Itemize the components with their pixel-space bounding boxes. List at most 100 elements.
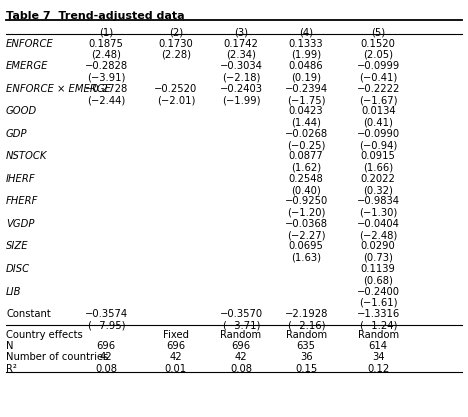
Text: (−0.25): (−0.25) (287, 140, 325, 150)
Text: (−1.20): (−1.20) (287, 208, 325, 218)
Text: −0.2520: −0.2520 (154, 84, 197, 94)
Text: −0.0999: −0.0999 (357, 61, 400, 71)
Text: 42: 42 (169, 352, 182, 362)
Text: IHERF: IHERF (6, 174, 36, 184)
Text: FHERF: FHERF (6, 196, 38, 206)
Text: (0.32): (0.32) (363, 185, 393, 195)
Text: 696: 696 (96, 341, 116, 351)
Text: −0.2728: −0.2728 (84, 84, 128, 94)
Text: 0.1730: 0.1730 (159, 39, 193, 49)
Text: (0.40): (0.40) (291, 185, 321, 195)
Text: −0.3574: −0.3574 (85, 309, 128, 319)
Text: (−1.99): (−1.99) (222, 95, 260, 105)
Text: (−1.61): (−1.61) (359, 298, 397, 308)
Text: −1.3316: −1.3316 (357, 309, 400, 319)
Text: GDP: GDP (6, 129, 28, 139)
Text: (5): (5) (371, 27, 385, 37)
Text: Constant: Constant (6, 309, 51, 319)
Text: SIZE: SIZE (6, 241, 29, 251)
Text: (−1.24): (−1.24) (359, 320, 397, 330)
Text: (−3.71): (−3.71) (222, 320, 260, 330)
Text: (1.99): (1.99) (291, 50, 321, 60)
Text: −0.0268: −0.0268 (285, 129, 328, 139)
Text: (1): (1) (99, 27, 113, 37)
Text: −0.3570: −0.3570 (219, 309, 263, 319)
Text: (−0.94): (−0.94) (359, 140, 397, 150)
Text: 42: 42 (100, 352, 112, 362)
Text: (2): (2) (169, 27, 183, 37)
Text: −0.2394: −0.2394 (285, 84, 328, 94)
Text: 0.0423: 0.0423 (289, 106, 323, 116)
Text: −0.3034: −0.3034 (219, 61, 263, 71)
Text: ENFORCE: ENFORCE (6, 39, 54, 49)
Text: (−7.95): (−7.95) (87, 320, 125, 330)
Text: (−2.18): (−2.18) (222, 73, 260, 83)
Text: 0.1875: 0.1875 (88, 39, 124, 49)
Text: 34: 34 (372, 352, 385, 362)
Text: −0.9834: −0.9834 (357, 196, 400, 206)
Text: (1.62): (1.62) (291, 163, 321, 173)
Text: (−2.01): (−2.01) (157, 95, 195, 105)
Text: GOOD: GOOD (6, 106, 37, 116)
Text: LIB: LIB (6, 286, 22, 296)
Text: VGDP: VGDP (6, 219, 35, 229)
Text: NSTOCK: NSTOCK (6, 151, 47, 161)
Text: (−2.27): (−2.27) (287, 230, 325, 240)
Text: 0.0877: 0.0877 (289, 151, 323, 161)
Text: (−1.75): (−1.75) (287, 95, 325, 105)
Text: 0.2022: 0.2022 (361, 174, 395, 184)
Text: Random: Random (285, 330, 327, 340)
Text: 36: 36 (300, 352, 313, 362)
Text: 0.0134: 0.0134 (361, 106, 395, 116)
Text: 0.1520: 0.1520 (361, 39, 395, 49)
Text: 0.2548: 0.2548 (289, 174, 323, 184)
Text: 0.1742: 0.1742 (224, 39, 258, 49)
Text: (2.48): (2.48) (91, 50, 121, 60)
Text: (0.68): (0.68) (363, 275, 393, 285)
Text: 0.12: 0.12 (367, 364, 389, 374)
Text: 0.08: 0.08 (95, 364, 117, 374)
Text: Random: Random (358, 330, 399, 340)
Text: −0.9250: −0.9250 (285, 196, 328, 206)
Text: (−2.48): (−2.48) (359, 230, 397, 240)
Text: Table 7  Trend-adjusted data: Table 7 Trend-adjusted data (6, 10, 185, 20)
Text: (4): (4) (299, 27, 313, 37)
Text: (−1.30): (−1.30) (359, 208, 397, 218)
Text: Random: Random (220, 330, 262, 340)
Text: (0.73): (0.73) (363, 253, 393, 263)
Text: 0.0695: 0.0695 (289, 241, 323, 251)
Text: R²: R² (6, 364, 17, 374)
Text: Number of countries: Number of countries (6, 352, 109, 362)
Text: −0.2222: −0.2222 (357, 84, 400, 94)
Text: 0.0915: 0.0915 (361, 151, 395, 161)
Text: (2.28): (2.28) (161, 50, 191, 60)
Text: ENFORCE × EMERGE: ENFORCE × EMERGE (6, 84, 111, 94)
Text: −0.0368: −0.0368 (285, 219, 328, 229)
Text: (−2.44): (−2.44) (87, 95, 125, 105)
Text: 635: 635 (297, 341, 315, 351)
Text: Country effects: Country effects (6, 330, 83, 340)
Text: 0.1333: 0.1333 (289, 39, 323, 49)
Text: N: N (6, 341, 14, 351)
Text: −0.2828: −0.2828 (85, 61, 128, 71)
Text: (−2.16): (−2.16) (287, 320, 325, 330)
Text: 0.0486: 0.0486 (289, 61, 323, 71)
Text: (3): (3) (234, 27, 248, 37)
Text: −0.2403: −0.2403 (219, 84, 263, 94)
Text: (1.66): (1.66) (363, 163, 393, 173)
Text: (1.63): (1.63) (291, 253, 321, 263)
Text: 614: 614 (369, 341, 388, 351)
Text: (2.05): (2.05) (363, 50, 393, 60)
Text: (−0.41): (−0.41) (359, 73, 397, 83)
Text: (−1.67): (−1.67) (359, 95, 397, 105)
Text: Fixed: Fixed (163, 330, 189, 340)
Text: 0.01: 0.01 (165, 364, 187, 374)
Text: −0.0404: −0.0404 (357, 219, 400, 229)
Text: DISC: DISC (6, 264, 30, 274)
Text: (1.44): (1.44) (291, 118, 321, 128)
Text: 0.1139: 0.1139 (361, 264, 395, 274)
Text: (−3.91): (−3.91) (87, 73, 125, 83)
Text: (2.34): (2.34) (226, 50, 256, 60)
Text: 696: 696 (166, 341, 185, 351)
Text: 696: 696 (231, 341, 250, 351)
